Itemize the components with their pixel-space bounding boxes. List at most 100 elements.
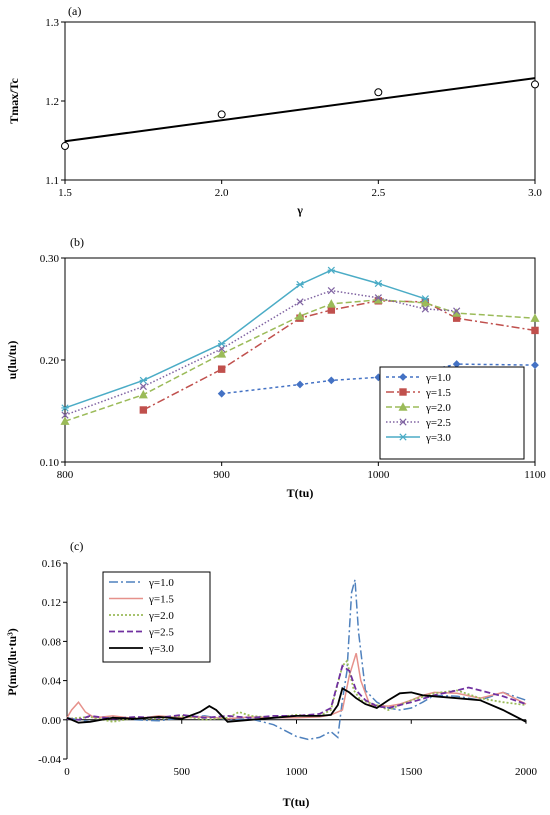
panel-c-yticks: -0.04 0.00 0.04 0.08 0.12 0.16 <box>38 558 67 766</box>
panel-b-series-2-marker <box>327 306 336 314</box>
panel-c-xlabel: T(tu) <box>283 795 310 809</box>
panel-c-legend-label: γ=2.0 <box>148 610 174 622</box>
panel-c-xtick-label: 2000 <box>515 766 538 778</box>
panel-b-xticks: 800 900 1000 1100 <box>57 462 546 481</box>
panel-a: (a) γ Tmax/Tc 1.5 2.0 2.5 3.0 1.1 1.2 1.3 <box>7 4 542 217</box>
panel-b-legend-label: γ=2.0 <box>425 402 451 414</box>
panel-b-ytick-label: 0.30 <box>40 253 60 265</box>
panel-b-series-line-4 <box>64 289 457 416</box>
panel-b-series-4-marker <box>453 307 461 315</box>
panel-a-xtick-label: 2.0 <box>215 187 229 199</box>
panel-b-series-5-marker <box>139 376 148 385</box>
panel-c-series-line-1 <box>66 579 527 741</box>
panel-c-series-line-5 <box>66 687 527 724</box>
panel-b-series-2-marker <box>531 326 539 335</box>
panel-c-legend-label: γ=1.0 <box>148 577 174 589</box>
panel-b-series-3-marker <box>326 299 336 308</box>
panel-b-legend-marker <box>399 418 407 426</box>
panel-c-legend-label: γ=3.0 <box>148 643 174 655</box>
panel-b-xtick-label: 1100 <box>524 469 546 481</box>
data-point <box>61 142 69 151</box>
panel-b-legend-marker <box>399 433 407 441</box>
panel-c-legend: γ=1.0 γ=1.5 γ=2.0 γ=2.5 γ=3.0 <box>102 571 211 663</box>
panel-b-xtick-label: 800 <box>57 469 74 481</box>
panel-b-series-line-5 <box>64 269 426 409</box>
panel-c-legend-label: γ=1.5 <box>148 594 174 606</box>
panel-b-series-3-marker <box>60 416 70 425</box>
panel-c-legend-box <box>102 571 211 663</box>
panel-b-series-3-marker <box>420 298 430 307</box>
panel-b-series-4-marker <box>421 305 429 313</box>
panel-b-series-5-marker <box>421 295 430 303</box>
panel-a-ytick-label: 1.1 <box>45 175 59 187</box>
panel-b-legend-box <box>379 366 525 460</box>
panel-a-marks <box>61 77 539 151</box>
panel-b-label: (b) <box>70 235 84 249</box>
panel-b-series-3-marker <box>138 389 148 399</box>
panel-c-xtick-label: 500 <box>174 766 191 778</box>
panel-b-series-3-marker <box>295 311 305 320</box>
panel-b-legend-marker <box>398 402 408 411</box>
panel-b-legend: γ=1.0 γ=1.5 γ=2.0 γ=2.5 γ=3.0 <box>379 366 525 460</box>
panel-c-legend-label: γ=2.5 <box>148 627 174 639</box>
data-point <box>531 80 539 89</box>
panel-b-series-1-marker <box>296 380 304 389</box>
panel-a-xlabel: γ <box>296 203 303 217</box>
panel-b-series-5-marker <box>374 279 383 288</box>
panel-c-ytick-label: -0.04 <box>38 754 61 766</box>
panel-a-ylabel: Tmax/Tc <box>7 78 21 124</box>
panel-c-xticks: 0 500 1000 1500 2000 <box>64 719 538 778</box>
panel-b-series-1-marker <box>327 376 336 385</box>
panel-b: (b) T(tu) u(lu/tu) 800 900 1000 1100 0.100.… <box>5 235 546 500</box>
panel-b-series-5-marker <box>296 280 304 289</box>
panel-b-series-1-marker <box>531 361 539 370</box>
panel-c-ytick-label: 0.08 <box>42 636 62 648</box>
panel-b-legend-label: γ=1.5 <box>425 387 451 399</box>
panel-c-series-line-4 <box>66 664 527 721</box>
panel-b-series-1-marker <box>452 360 461 368</box>
panel-a-ytick-label: 1.3 <box>45 17 59 29</box>
panel-a-label: (a) <box>68 4 81 18</box>
panel-b-series-3-marker <box>530 313 540 322</box>
panel-b-series-4-marker <box>374 294 382 302</box>
panel-b-ytick-label: 0.10 <box>40 457 60 469</box>
panel-a-xtick-label: 2.5 <box>371 187 385 199</box>
panel-a-xtick-label: 3.0 <box>528 187 542 199</box>
panel-b-ylabel: u(lu/tu) <box>5 341 19 380</box>
panel-c-ytick-label: 0.04 <box>42 676 62 688</box>
panel-b-marks <box>60 266 540 425</box>
panel-b-legend-marker <box>399 373 407 381</box>
panel-b-series-5-marker <box>61 404 69 412</box>
panel-b-xlabel: T(tu) <box>287 486 314 500</box>
panel-a-xticks: 1.5 2.0 2.5 3.0 <box>58 180 542 199</box>
panel-b-series-4-marker <box>139 382 147 391</box>
panel-b-legend-label: γ=3.0 <box>425 432 451 444</box>
panel-c-series-line-3 <box>66 659 527 723</box>
panel-c-ytick-label: 0.00 <box>42 715 62 727</box>
panel-b-yticks: 0.10 0.20 0.30 <box>40 253 65 469</box>
panel-c-marks <box>66 563 527 759</box>
panel-c-ylabel: P(mu/(lu·tu³) <box>5 628 19 696</box>
panel-a-xtick-label: 1.5 <box>58 187 72 199</box>
panel-c-xtick-label: 1000 <box>286 766 309 778</box>
panel-b-series-line-2 <box>142 300 536 411</box>
fit-line <box>64 77 536 143</box>
panel-a-frame <box>64 21 536 181</box>
panel-b-series-4-marker <box>296 298 304 306</box>
panel-b-series-5-marker <box>217 340 226 348</box>
panel-b-series-1-marker <box>217 389 226 398</box>
panel-c-label: (c) <box>70 539 83 553</box>
panel-c-series-line-2 <box>66 652 527 720</box>
panel-b-xtick-label: 900 <box>213 469 230 481</box>
panel-b-series-2-marker <box>139 406 148 414</box>
data-point <box>217 110 226 119</box>
panel-b-xtick-label: 1000 <box>367 469 390 481</box>
panel-b-series-4-marker <box>327 287 335 295</box>
data-point <box>374 88 383 97</box>
panel-a-ytick-label: 1.2 <box>45 96 59 108</box>
panel-b-series-5-marker <box>327 266 336 274</box>
panel-a-yticks: 1.1 1.2 1.3 <box>45 17 65 187</box>
panel-b-legend-label: γ=1.0 <box>425 372 451 384</box>
panel-c-xtick-label: 0 <box>64 766 70 778</box>
